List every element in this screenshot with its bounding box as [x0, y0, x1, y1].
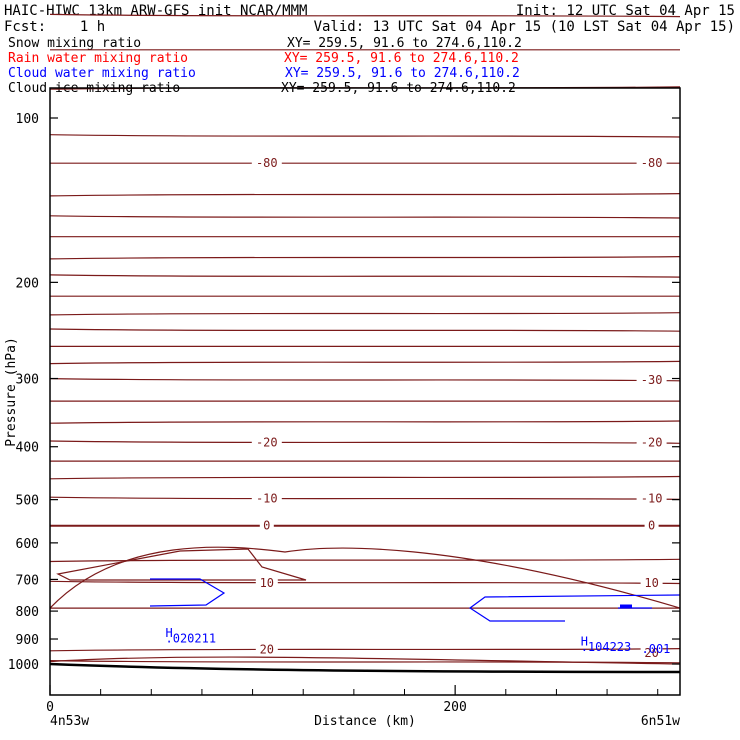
isotherm-line [49, 193, 681, 197]
contour-label-background [251, 434, 282, 450]
y-tick-label: 700 [16, 573, 39, 588]
legend-rain-label: Rain water mixing ratio [8, 51, 188, 66]
header-valid: Valid: 13 UTC Sat 04 Apr 15 (10 LST Sat … [314, 19, 735, 35]
isotherm-line [49, 215, 681, 219]
cloud-water-label: .001 [642, 642, 671, 656]
contour-label-background [255, 574, 278, 590]
x-tick-label: 0 [46, 700, 54, 715]
isotherm-label: -10 [641, 492, 663, 506]
y-tick-label: 1000 [8, 658, 39, 673]
isotherm-label: -20 [256, 436, 278, 450]
isotherm-line [49, 378, 681, 382]
isotherm-line [49, 328, 681, 332]
plot-frame [49, 87, 681, 696]
contour-label-background [251, 155, 282, 171]
contour-label-background [255, 641, 278, 657]
isotherm-label: 0 [648, 519, 655, 533]
rain-contour-upper [49, 546, 681, 609]
isotherm-label: 0 [263, 519, 270, 533]
contour-label-background [644, 517, 659, 533]
cloud-water-label: .104223 [581, 640, 632, 654]
isotherm-label: 20 [260, 642, 274, 656]
isotherm-line [49, 580, 681, 585]
y-tick-label: 400 [16, 441, 39, 456]
isotherm-line [49, 312, 681, 316]
cloud-water-label: H [581, 635, 588, 649]
special-contours [49, 546, 681, 674]
contour-label-background [636, 372, 667, 388]
isotherm-label: -30 [641, 373, 663, 387]
terrain-line [49, 662, 681, 674]
cloud-water-label: .020211 [166, 632, 217, 646]
left-endpoint-label: 4n53w [50, 714, 89, 729]
right-endpoint-label: 6n51w [641, 714, 680, 729]
contour-label-background [259, 517, 274, 533]
isotherm-label: -80 [641, 156, 663, 170]
legend-rain-xy: XY= 259.5, 91.6 to 274.6,110.2 [284, 51, 519, 66]
isotherm-label: 10 [644, 576, 658, 590]
isotherm-line [49, 475, 681, 480]
isotherm-line [49, 558, 681, 563]
isotherm-label: -10 [256, 492, 278, 506]
isotherm-line [49, 13, 681, 18]
y-tick-label: 500 [16, 494, 39, 509]
x-axis-title: Distance (km) [314, 714, 416, 729]
isotherm-line [49, 420, 681, 424]
isotherm-label: -20 [641, 436, 663, 450]
contour-label-background [636, 155, 667, 171]
x-tick-label: 200 [443, 700, 466, 715]
legend-cloud-water-label: Cloud water mixing ratio [8, 66, 196, 81]
contour-label-background [636, 490, 667, 506]
rain-contour-lobe [56, 548, 307, 581]
y-tick-label: 100 [16, 112, 39, 127]
isotherm-line [49, 496, 681, 500]
header-title: HAIC-HIWC 13km ARW-GFS init NCAR/MMM [4, 3, 307, 19]
contour-label-background [251, 490, 282, 506]
isotherm-label: -80 [256, 156, 278, 170]
contour-label-background [636, 434, 667, 450]
cloud-water-label: H [166, 626, 173, 640]
isotherm-line [49, 134, 681, 138]
legend-snow-xy: XY= 259.5, 91.6 to 274.6,110.2 [287, 36, 522, 51]
isotherm-line [49, 360, 681, 365]
rain-contour-lower [49, 656, 681, 665]
contour-label-background [640, 645, 663, 661]
isotherm-line [49, 256, 681, 260]
legend-snow-label: Snow mixing ratio [8, 36, 141, 51]
cloud-water-contour-left [149, 578, 226, 607]
cloud-water-contour-right [468, 594, 681, 622]
isotherm-contours [49, 13, 681, 664]
y-tick-label: 200 [16, 276, 39, 291]
isotherm-label: 20 [644, 646, 658, 660]
y-tick-label: 300 [16, 373, 39, 388]
y-tick-label: 900 [16, 633, 39, 648]
isotherm-line [49, 648, 681, 652]
legend-cloud-water-xy: XY= 259.5, 91.6 to 274.6,110.2 [285, 66, 520, 81]
y-tick-label: 800 [16, 605, 39, 620]
header-fcst: Fcst: 1 h [4, 19, 105, 35]
header-init: Init: 12 UTC Sat 04 Apr 15 [516, 3, 735, 19]
isotherm-label: 10 [260, 576, 274, 590]
contour-label-background [640, 574, 663, 590]
isotherm-line [49, 440, 681, 444]
isotherm-line [49, 274, 681, 278]
y-tick-label: 600 [16, 537, 39, 552]
y-axis-title: Pressure (hPa) [4, 337, 19, 447]
